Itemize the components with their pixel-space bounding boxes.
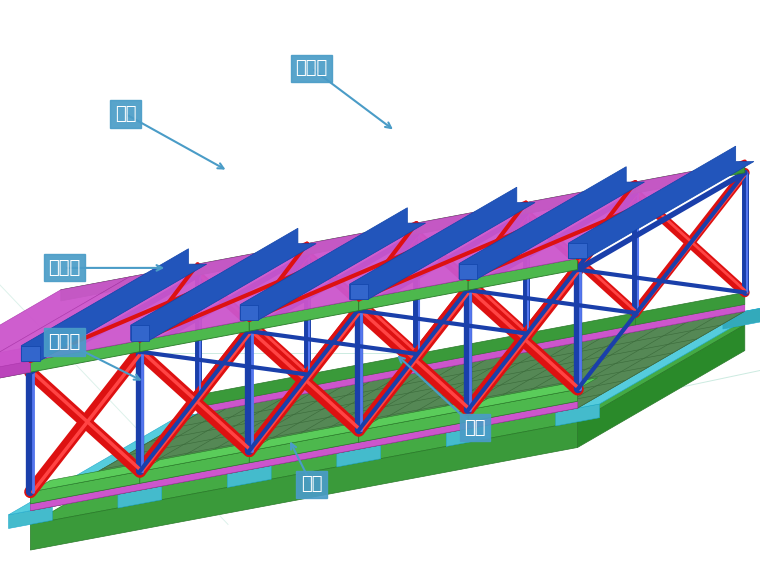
- Polygon shape: [337, 348, 548, 453]
- Polygon shape: [249, 299, 359, 331]
- Polygon shape: [8, 507, 52, 528]
- Polygon shape: [635, 161, 745, 193]
- Polygon shape: [568, 146, 754, 258]
- Polygon shape: [359, 182, 635, 299]
- Polygon shape: [118, 486, 162, 508]
- Text: 上横联: 上横联: [49, 259, 81, 277]
- Polygon shape: [285, 389, 329, 411]
- Polygon shape: [416, 333, 526, 366]
- Polygon shape: [468, 258, 578, 290]
- Polygon shape: [30, 422, 578, 550]
- Polygon shape: [30, 325, 745, 524]
- Polygon shape: [21, 249, 207, 361]
- Polygon shape: [359, 398, 488, 430]
- Polygon shape: [459, 263, 477, 279]
- Polygon shape: [249, 430, 359, 463]
- Polygon shape: [446, 425, 490, 446]
- Polygon shape: [8, 410, 220, 515]
- Polygon shape: [635, 292, 745, 325]
- Polygon shape: [359, 279, 468, 311]
- Polygon shape: [468, 161, 745, 279]
- Polygon shape: [468, 378, 597, 410]
- Polygon shape: [526, 182, 635, 214]
- Polygon shape: [416, 202, 526, 234]
- Polygon shape: [140, 439, 269, 471]
- Polygon shape: [240, 304, 258, 320]
- Polygon shape: [198, 304, 745, 414]
- Polygon shape: [526, 313, 635, 345]
- Polygon shape: [307, 223, 416, 255]
- Polygon shape: [30, 471, 140, 504]
- Polygon shape: [30, 243, 307, 361]
- Polygon shape: [30, 340, 140, 372]
- Polygon shape: [118, 389, 329, 494]
- Polygon shape: [249, 419, 378, 451]
- Polygon shape: [446, 328, 657, 433]
- Polygon shape: [0, 277, 129, 386]
- Polygon shape: [240, 207, 426, 320]
- Polygon shape: [176, 410, 220, 431]
- Polygon shape: [504, 348, 548, 370]
- Polygon shape: [140, 320, 249, 352]
- Polygon shape: [227, 369, 439, 474]
- Polygon shape: [723, 307, 760, 329]
- Polygon shape: [131, 325, 149, 340]
- Text: 腹杆: 腹杆: [464, 418, 486, 437]
- Polygon shape: [227, 466, 271, 487]
- Text: 下弦: 下弦: [301, 475, 322, 494]
- Polygon shape: [30, 460, 160, 492]
- Polygon shape: [129, 264, 198, 288]
- Polygon shape: [350, 187, 535, 299]
- Polygon shape: [459, 166, 644, 279]
- Polygon shape: [556, 404, 600, 426]
- Polygon shape: [578, 325, 745, 447]
- Polygon shape: [337, 445, 381, 467]
- Polygon shape: [249, 202, 526, 320]
- Polygon shape: [568, 243, 587, 258]
- Text: 桥面系: 桥面系: [49, 333, 81, 351]
- Polygon shape: [307, 354, 416, 386]
- Polygon shape: [198, 243, 307, 275]
- Polygon shape: [30, 401, 578, 511]
- Polygon shape: [394, 369, 439, 390]
- Polygon shape: [556, 307, 760, 412]
- Polygon shape: [350, 284, 368, 299]
- Polygon shape: [0, 361, 30, 385]
- Polygon shape: [0, 347, 30, 398]
- Text: 上平联: 上平联: [296, 59, 328, 78]
- Polygon shape: [140, 451, 249, 483]
- Polygon shape: [21, 345, 40, 361]
- Polygon shape: [613, 328, 657, 349]
- Polygon shape: [468, 389, 578, 422]
- Polygon shape: [198, 374, 307, 407]
- Polygon shape: [140, 223, 416, 340]
- Polygon shape: [0, 264, 198, 374]
- Polygon shape: [30, 311, 745, 511]
- Polygon shape: [359, 410, 468, 442]
- Polygon shape: [61, 277, 129, 301]
- Polygon shape: [131, 228, 316, 340]
- Text: 上弦: 上弦: [115, 105, 136, 123]
